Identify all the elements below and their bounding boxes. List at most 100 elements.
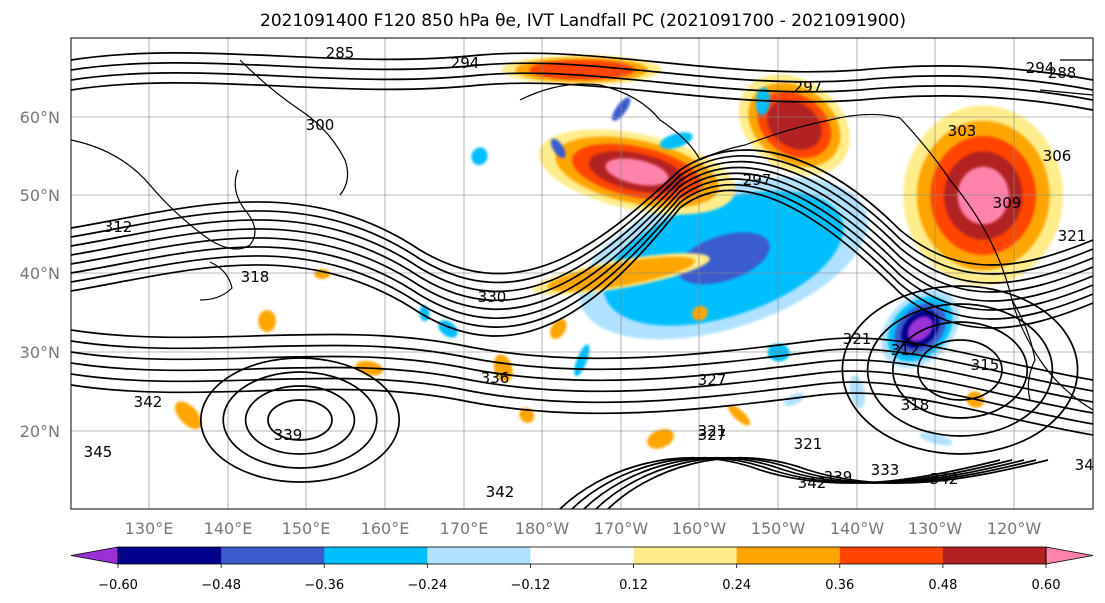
coastline-aleutians xyxy=(699,113,901,161)
shade-speckle xyxy=(692,305,708,321)
theta-e-contour-midlat xyxy=(71,189,1093,337)
colorbar-tick-label: 0.24 xyxy=(722,578,751,593)
shade-ne-pacific-negative-outer-level-5 xyxy=(677,232,770,285)
shade-speckle xyxy=(550,138,566,159)
coastline-kamchatka xyxy=(239,59,349,196)
contour-label: 318 xyxy=(241,268,270,286)
longitude-tick-label: 140°W xyxy=(830,519,885,538)
longitude-tick-label: 150°E xyxy=(282,519,331,538)
theta-e-contour-polar xyxy=(71,82,1093,111)
graticule xyxy=(71,38,1093,509)
shade-pacific-northwest-positive-level-5 xyxy=(957,166,1009,225)
colorbar-tick-label: −0.36 xyxy=(304,578,344,593)
theta-e-contour-west-pacific xyxy=(244,385,356,455)
coastline-asia xyxy=(71,139,256,250)
theta-e-contour-ridge xyxy=(841,285,1079,455)
theta-e-contour-subtropics xyxy=(71,329,1093,381)
longitude-tick-label: 130°W xyxy=(908,519,963,538)
contour-label: 294 xyxy=(451,54,480,72)
colorbar: −0.60 −0.48 −0.36 −0.24 −0.12 0.12 0.24 0.36 0.4… xyxy=(70,546,1094,593)
contour-label: 342 xyxy=(930,470,959,488)
theta-e-contour-west-pacific xyxy=(199,357,401,483)
contour-label: 327 xyxy=(698,426,727,444)
coastline-arctic xyxy=(1039,59,1093,96)
contour-label: 330 xyxy=(478,288,507,306)
contour-label: 339 xyxy=(274,426,303,444)
latitude-tick-label: 40°N xyxy=(20,264,60,283)
latitude-tick-label: 50°N xyxy=(20,186,60,205)
latitude-tick-label: 60°N xyxy=(20,108,60,127)
colorbar-tick-label: 0.60 xyxy=(1032,578,1061,593)
coastlines xyxy=(71,59,1093,411)
contour-label: 312 xyxy=(104,218,133,236)
colorbar-segment xyxy=(530,547,635,564)
contour-label: 297 xyxy=(794,78,823,96)
contour-label: 342 xyxy=(486,483,515,501)
colorbar-tick-label: −0.12 xyxy=(511,578,551,593)
longitude-tick-label: 160°E xyxy=(361,519,410,538)
longitude-tick-label: 140°E xyxy=(204,519,253,538)
contour-label: 294 xyxy=(1026,59,1055,77)
theta-e-contour-tropics xyxy=(571,457,1013,509)
latitude-tick-label: 30°N xyxy=(20,343,60,362)
shade-speckle xyxy=(471,147,488,166)
longitude-tick-label: 120°W xyxy=(987,519,1042,538)
latitude-tick-label: 20°N xyxy=(20,422,60,441)
contour-label: 309 xyxy=(993,194,1022,212)
map-frame xyxy=(70,37,1094,510)
longitude-tick-label: 180°W xyxy=(515,519,570,538)
theta-e-contour-ridge xyxy=(891,321,1029,419)
theta-e-contour-polar xyxy=(71,62,1093,91)
theta-e-contour-west-pacific xyxy=(267,399,333,441)
contour-label: 321 xyxy=(1058,227,1087,245)
theta-e-contour-midlat xyxy=(71,155,1093,284)
theta-e-contour-midlat xyxy=(71,149,1093,275)
theta-e-contour-tropics xyxy=(559,457,1001,509)
longitude-tick-labels: 130°E 140°E 150°E 160°E 170°E 180°W 170°W 160°W… xyxy=(125,519,1042,538)
theta-e-contour-ridge xyxy=(866,303,1054,437)
contour-label: 327 xyxy=(698,371,727,389)
contour-labels: 2852942973033063093002973123183213303423… xyxy=(84,44,1104,501)
theta-e-contours xyxy=(71,52,1093,509)
contour-label: 342 xyxy=(134,393,163,411)
shade-arctic-positive-level-5 xyxy=(556,65,608,75)
shade-speckle xyxy=(258,310,277,333)
contour-label: 339 xyxy=(824,468,853,486)
latitude-tick-labels: 60°N 50°N 40°N 30°N 20°N xyxy=(20,108,60,441)
contour-label: 306 xyxy=(1043,147,1072,165)
contour-label: 342 xyxy=(1075,456,1104,474)
shade-speckle xyxy=(549,318,567,340)
theta-e-contour-midlat xyxy=(71,160,1093,293)
shade-speckle xyxy=(919,432,953,446)
theta-e-contour-tropics xyxy=(607,457,1049,509)
theta-e-contour-midlat xyxy=(71,166,1093,302)
colorbar-segment xyxy=(427,547,531,564)
colorbar-tick-label: −0.60 xyxy=(98,578,138,593)
colorbar-segment xyxy=(839,547,944,564)
contour-label: 303 xyxy=(948,122,977,140)
colorbar-tick-label: −0.24 xyxy=(407,578,447,593)
theta-e-contour-subtropics xyxy=(71,340,1093,392)
longitude-tick-label: 150°W xyxy=(751,519,806,538)
theta-e-contour-subtropics xyxy=(71,362,1093,414)
theta-e-contour-tropics xyxy=(595,457,1037,509)
coastline-japan xyxy=(199,261,233,301)
contour-label: 336 xyxy=(481,369,510,387)
contour-label: 321 xyxy=(794,435,823,453)
colorbar-segment xyxy=(736,547,841,564)
shade-speckle xyxy=(728,405,751,426)
longitude-tick-label: 160°W xyxy=(672,519,727,538)
colorbar-frame xyxy=(117,546,1047,565)
theta-e-contour-polar xyxy=(71,72,1093,101)
colorbar-segment xyxy=(221,547,325,564)
colorbar-extend-min xyxy=(70,546,119,565)
contour-label: 333 xyxy=(871,461,900,479)
chart-title: 2021091400 F120 850 hPa θe, IVT Landfall… xyxy=(260,11,906,31)
colorbar-segment xyxy=(942,547,1047,564)
contour-label: 318 xyxy=(901,396,930,414)
theta-e-contour-tropics xyxy=(583,457,1025,509)
map-panel: 2852942973033063093002973123183213303423… xyxy=(71,38,1104,509)
theta-e-contour-ridge xyxy=(917,339,1003,401)
shade-speckle xyxy=(647,428,674,449)
